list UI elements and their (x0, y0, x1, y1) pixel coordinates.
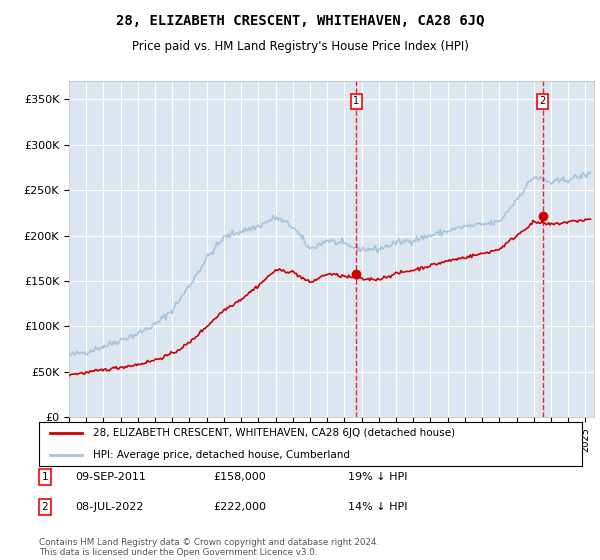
Text: £158,000: £158,000 (213, 472, 266, 482)
Text: Contains HM Land Registry data © Crown copyright and database right 2024.
This d: Contains HM Land Registry data © Crown c… (39, 538, 379, 557)
Text: Price paid vs. HM Land Registry's House Price Index (HPI): Price paid vs. HM Land Registry's House … (131, 40, 469, 53)
Text: 2: 2 (41, 502, 49, 512)
Text: 28, ELIZABETH CRESCENT, WHITEHAVEN, CA28 6JQ: 28, ELIZABETH CRESCENT, WHITEHAVEN, CA28… (116, 14, 484, 28)
Text: 14% ↓ HPI: 14% ↓ HPI (348, 502, 407, 512)
Text: 09-SEP-2011: 09-SEP-2011 (75, 472, 146, 482)
Text: 08-JUL-2022: 08-JUL-2022 (75, 502, 143, 512)
Text: 28, ELIZABETH CRESCENT, WHITEHAVEN, CA28 6JQ (detached house): 28, ELIZABETH CRESCENT, WHITEHAVEN, CA28… (94, 428, 455, 438)
Text: 1: 1 (353, 96, 359, 106)
Text: 1: 1 (41, 472, 49, 482)
Text: 2: 2 (539, 96, 546, 106)
Text: £222,000: £222,000 (213, 502, 266, 512)
Text: HPI: Average price, detached house, Cumberland: HPI: Average price, detached house, Cumb… (94, 450, 350, 460)
Text: 19% ↓ HPI: 19% ↓ HPI (348, 472, 407, 482)
